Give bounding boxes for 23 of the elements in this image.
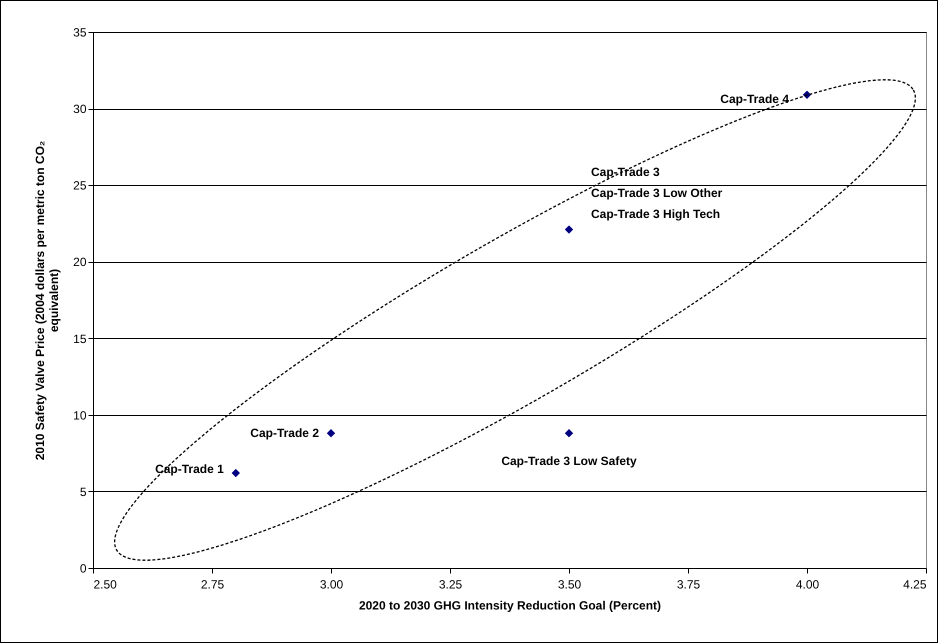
annotation: Cap-Trade 2: [250, 426, 320, 440]
x-tick-label: 3.75: [676, 578, 700, 592]
y-tick-label: 0: [80, 562, 87, 576]
y-tick-label: 15: [73, 332, 87, 346]
x-tick-label: 3.50: [558, 578, 582, 592]
x-axis-title: 2020 to 2030 GHG Intensity Reduction Goal (Percent): [358, 598, 662, 612]
y-axis-title: 2010 Safety Valve Price (2004 dollars per metric ton CO₂ equivalent): [33, 140, 62, 460]
y-tick-label: 5: [80, 484, 87, 499]
x-tick-label: 4.25: [903, 578, 927, 592]
x-tick-label: 2.50: [94, 578, 118, 592]
y-tick-label: 10: [73, 408, 87, 422]
y-tick-label: 30: [73, 102, 87, 116]
x-tick-label: 3.25: [438, 578, 462, 592]
x-tick-label: 2.75: [200, 578, 224, 592]
annotation: Cap-Trade 1: [155, 462, 224, 476]
annotation: Cap-Trade 3 Low Other: [591, 186, 723, 200]
y-tick-label: 25: [73, 178, 87, 193]
x-tick-label: 4.00: [796, 578, 820, 592]
y-tick-label: 35: [73, 26, 87, 40]
annotation: Cap-Trade 3 High Tech: [591, 207, 720, 221]
y-tick-label: 20: [73, 255, 87, 270]
x-tick-label: 3.00: [320, 578, 344, 592]
annotation: Cap-Trade 3 Low Safety: [501, 454, 638, 468]
